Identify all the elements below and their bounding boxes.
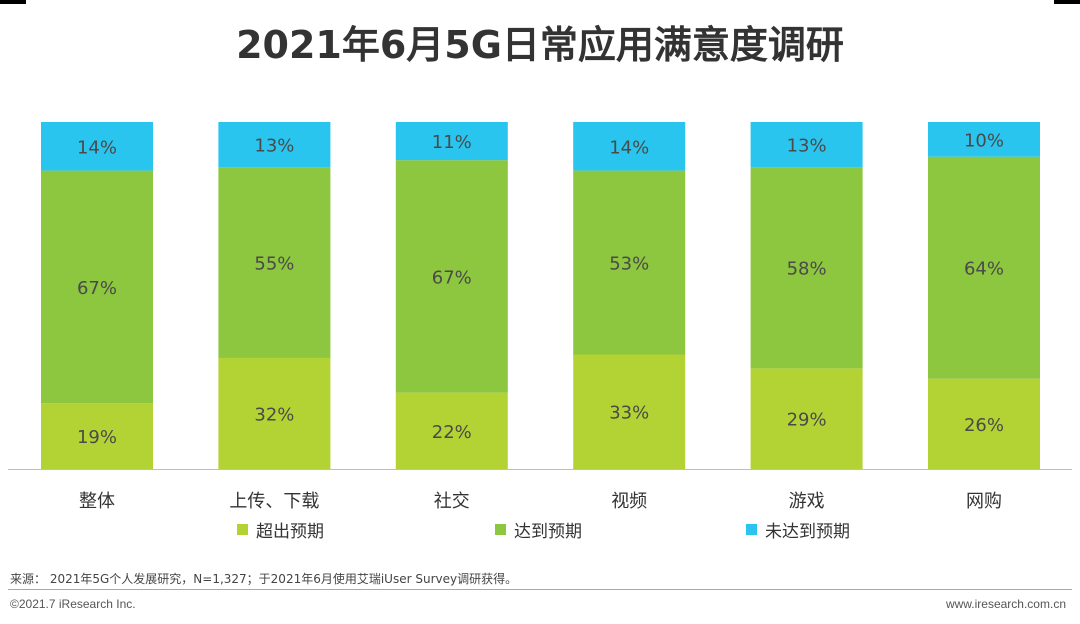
bar-segment-exceed-3 bbox=[573, 354, 686, 469]
data-label-below-5: 10% bbox=[964, 130, 1004, 151]
data-label-meet-1: 55% bbox=[254, 254, 294, 275]
category-label-0: 整体 bbox=[79, 491, 115, 512]
bar-segment-below-5 bbox=[928, 122, 1040, 157]
source-note: 来源： 2021年5G个人发展研究，N=1,327；于2021年6月使用艾瑞iU… bbox=[10, 572, 518, 586]
bar-segment-exceed-0 bbox=[41, 403, 153, 469]
bar-segment-exceed-5 bbox=[928, 378, 1040, 469]
data-label-exceed-1: 32% bbox=[254, 404, 294, 425]
data-label-below-4: 13% bbox=[787, 136, 827, 157]
data-label-exceed-4: 29% bbox=[787, 410, 827, 431]
bar-segment-meet-4 bbox=[750, 167, 863, 369]
corner-decoration-right bbox=[1054, 0, 1080, 4]
legend-label-exceed: 超出预期 bbox=[256, 522, 324, 542]
bar-segment-below-0 bbox=[41, 122, 153, 171]
copyright-text: ©2021.7 iResearch Inc. bbox=[10, 597, 136, 611]
bar-segment-meet-5 bbox=[928, 156, 1040, 379]
bar-segment-meet-1 bbox=[218, 167, 331, 358]
category-label-2: 社交 bbox=[434, 491, 470, 512]
website-link[interactable]: www.iresearch.com.cn bbox=[945, 597, 1066, 611]
legend-label-meet: 达到预期 bbox=[514, 522, 582, 542]
data-label-below-3: 14% bbox=[609, 137, 649, 158]
legend-swatch-below bbox=[746, 524, 757, 535]
data-label-below-2: 11% bbox=[432, 132, 472, 153]
data-label-exceed-0: 19% bbox=[77, 427, 117, 448]
legend-swatch-meet bbox=[495, 524, 506, 535]
corner-decoration-left bbox=[0, 0, 26, 4]
data-label-exceed-2: 22% bbox=[432, 422, 472, 443]
bar-segment-below-3 bbox=[573, 122, 686, 171]
category-label-5: 网购 bbox=[966, 491, 1002, 512]
chart-legend: 超出预期 达到预期 未达到预期 bbox=[0, 517, 1080, 542]
legend-item-below: 未达到预期 bbox=[746, 517, 850, 542]
data-label-exceed-3: 33% bbox=[609, 403, 649, 424]
bar-segment-meet-2 bbox=[395, 160, 508, 393]
bar-segment-exceed-1 bbox=[218, 357, 331, 469]
data-label-meet-0: 67% bbox=[77, 278, 117, 299]
bar-segment-below-1 bbox=[218, 122, 331, 168]
data-label-meet-4: 58% bbox=[787, 259, 827, 280]
category-label-1: 上传、下载 bbox=[229, 491, 319, 512]
data-label-below-0: 14% bbox=[77, 137, 117, 158]
legend-swatch-exceed bbox=[237, 524, 248, 535]
bar-segment-meet-0 bbox=[41, 170, 153, 404]
category-label-4: 游戏 bbox=[789, 491, 825, 512]
data-label-below-1: 13% bbox=[254, 136, 294, 157]
bar-segment-exceed-2 bbox=[395, 392, 508, 469]
data-label-meet-3: 53% bbox=[609, 254, 649, 275]
legend-item-meet: 达到预期 bbox=[495, 517, 582, 542]
data-label-exceed-5: 26% bbox=[964, 415, 1004, 436]
legend-label-below: 未达到预期 bbox=[765, 522, 850, 542]
footer-divider bbox=[8, 589, 1072, 590]
legend-item-exceed: 超出预期 bbox=[237, 517, 324, 542]
bar-segment-meet-3 bbox=[573, 170, 686, 355]
category-label-3: 视频 bbox=[611, 491, 647, 512]
chart-title: 2021年6月5G日常应用满意度调研 bbox=[236, 23, 844, 67]
data-label-meet-5: 64% bbox=[964, 259, 1004, 280]
bar-segment-exceed-4 bbox=[750, 368, 863, 469]
bar-segment-below-2 bbox=[395, 122, 508, 161]
data-label-meet-2: 67% bbox=[432, 267, 472, 288]
bar-segment-below-4 bbox=[750, 122, 863, 168]
